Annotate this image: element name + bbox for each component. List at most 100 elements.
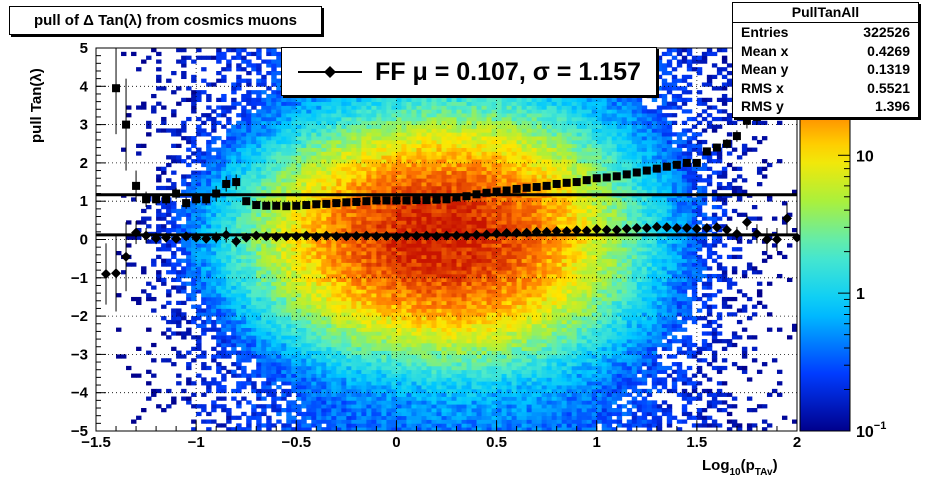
heatmap-cell bbox=[291, 120, 297, 125]
heatmap-cell bbox=[406, 124, 412, 129]
heatmap-cell bbox=[321, 312, 327, 317]
heatmap-cell bbox=[306, 342, 312, 348]
heatmap-cell bbox=[216, 113, 222, 118]
heatmap-cell bbox=[321, 174, 327, 179]
heatmap-cell bbox=[206, 385, 212, 390]
heatmap-cell bbox=[181, 243, 187, 248]
heatmap-cell bbox=[226, 170, 232, 175]
heatmap-cell bbox=[186, 239, 192, 244]
heatmap-cell bbox=[371, 228, 377, 233]
heatmap-cell bbox=[261, 300, 267, 306]
heatmap-cell bbox=[236, 342, 242, 348]
heatmap-cell bbox=[246, 185, 252, 191]
heatmap-cell bbox=[371, 289, 377, 294]
heatmap-cell bbox=[426, 262, 432, 267]
heatmap-cell bbox=[366, 304, 372, 309]
heatmap-cell bbox=[396, 308, 402, 313]
heatmap-cell bbox=[286, 189, 292, 194]
heatmap-cell bbox=[176, 239, 182, 244]
heatmap-cell bbox=[306, 250, 312, 256]
heatmap-cell bbox=[146, 296, 152, 302]
heatmap-cell bbox=[356, 277, 362, 283]
heatmap-cell bbox=[156, 74, 162, 80]
heatmap-cell bbox=[231, 342, 237, 348]
heatmap-cell bbox=[231, 159, 237, 164]
heatmap-cell bbox=[226, 174, 232, 179]
heatmap-cell bbox=[291, 189, 297, 194]
heatmap-cell bbox=[326, 354, 332, 359]
heatmap-cell bbox=[366, 136, 372, 141]
heatmap-cell bbox=[366, 415, 372, 420]
heatmap-cell bbox=[396, 342, 402, 348]
heatmap-cell bbox=[261, 404, 267, 409]
heatmap-cell bbox=[351, 270, 357, 275]
heatmap-cell bbox=[336, 250, 342, 256]
heatmap-cell bbox=[281, 423, 287, 428]
heatmap-cell bbox=[201, 182, 207, 187]
heatmap-cell bbox=[226, 235, 232, 240]
heatmap-cell bbox=[426, 132, 432, 137]
heatmap-cell bbox=[391, 97, 397, 103]
heatmap-cell bbox=[376, 411, 382, 417]
heatmap-cell bbox=[216, 273, 222, 279]
heatmap-cell bbox=[206, 151, 212, 156]
heatmap-cell bbox=[346, 415, 352, 420]
heatmap-cell bbox=[236, 293, 242, 298]
heatmap-cell bbox=[261, 319, 267, 325]
heatmap-cell bbox=[281, 354, 287, 359]
heatmap-cell bbox=[386, 392, 392, 397]
heatmap-cell bbox=[271, 216, 277, 221]
heatmap-cell bbox=[341, 293, 347, 298]
heatmap-cell bbox=[381, 285, 387, 290]
heatmap-cell bbox=[321, 216, 327, 221]
heatmap-cell bbox=[196, 239, 202, 244]
heatmap-cell bbox=[391, 354, 397, 359]
heatmap-cell bbox=[196, 124, 202, 129]
heatmap-cell bbox=[411, 93, 417, 99]
heatmap-cell bbox=[356, 162, 362, 168]
heatmap-cell bbox=[191, 419, 197, 424]
heatmap-cell bbox=[346, 342, 352, 348]
heatmap-cell bbox=[366, 411, 372, 417]
heatmap-cell bbox=[361, 404, 367, 409]
heatmap-cell bbox=[171, 250, 177, 256]
heatmap-cell bbox=[176, 381, 182, 386]
heatmap-cell bbox=[301, 273, 307, 279]
heatmap-cell bbox=[356, 155, 362, 160]
heatmap-cell bbox=[426, 331, 432, 336]
heatmap-cell bbox=[196, 254, 202, 260]
heatmap-cell bbox=[321, 208, 327, 214]
heatmap-cell bbox=[186, 270, 192, 275]
heatmap-cell bbox=[241, 208, 247, 214]
heatmap-cell bbox=[161, 316, 167, 321]
heatmap-cell bbox=[251, 243, 257, 248]
heatmap-cell bbox=[411, 254, 417, 260]
heatmap-cell bbox=[331, 97, 337, 103]
heatmap-cell bbox=[331, 101, 337, 106]
heatmap-cell bbox=[381, 178, 387, 183]
heatmap-cell bbox=[231, 143, 237, 148]
heatmap-cell bbox=[441, 354, 447, 359]
heatmap-cell bbox=[436, 342, 442, 348]
heatmap-cell bbox=[431, 139, 437, 145]
heatmap-cell bbox=[366, 319, 372, 325]
heatmap-cell bbox=[251, 373, 257, 378]
heatmap-cell bbox=[261, 388, 267, 394]
heatmap-cell bbox=[221, 147, 227, 152]
heatmap-cell bbox=[301, 385, 307, 390]
heatmap-cell bbox=[446, 404, 452, 409]
heatmap-cell bbox=[171, 239, 177, 244]
heatmap-cell bbox=[181, 247, 187, 252]
heatmap-cell bbox=[261, 143, 267, 148]
heatmap-cell bbox=[296, 109, 302, 114]
heatmap-cell bbox=[171, 155, 177, 160]
heatmap-cell bbox=[256, 392, 262, 397]
heatmap-cell bbox=[226, 300, 232, 306]
heatmap-cell bbox=[416, 354, 422, 359]
heatmap-cell bbox=[361, 427, 367, 432]
heatmap-cell bbox=[201, 159, 207, 164]
heatmap-cell bbox=[261, 166, 267, 171]
heatmap-cell bbox=[321, 147, 327, 152]
heatmap-cell bbox=[366, 350, 372, 355]
heatmap-cell bbox=[206, 365, 212, 371]
